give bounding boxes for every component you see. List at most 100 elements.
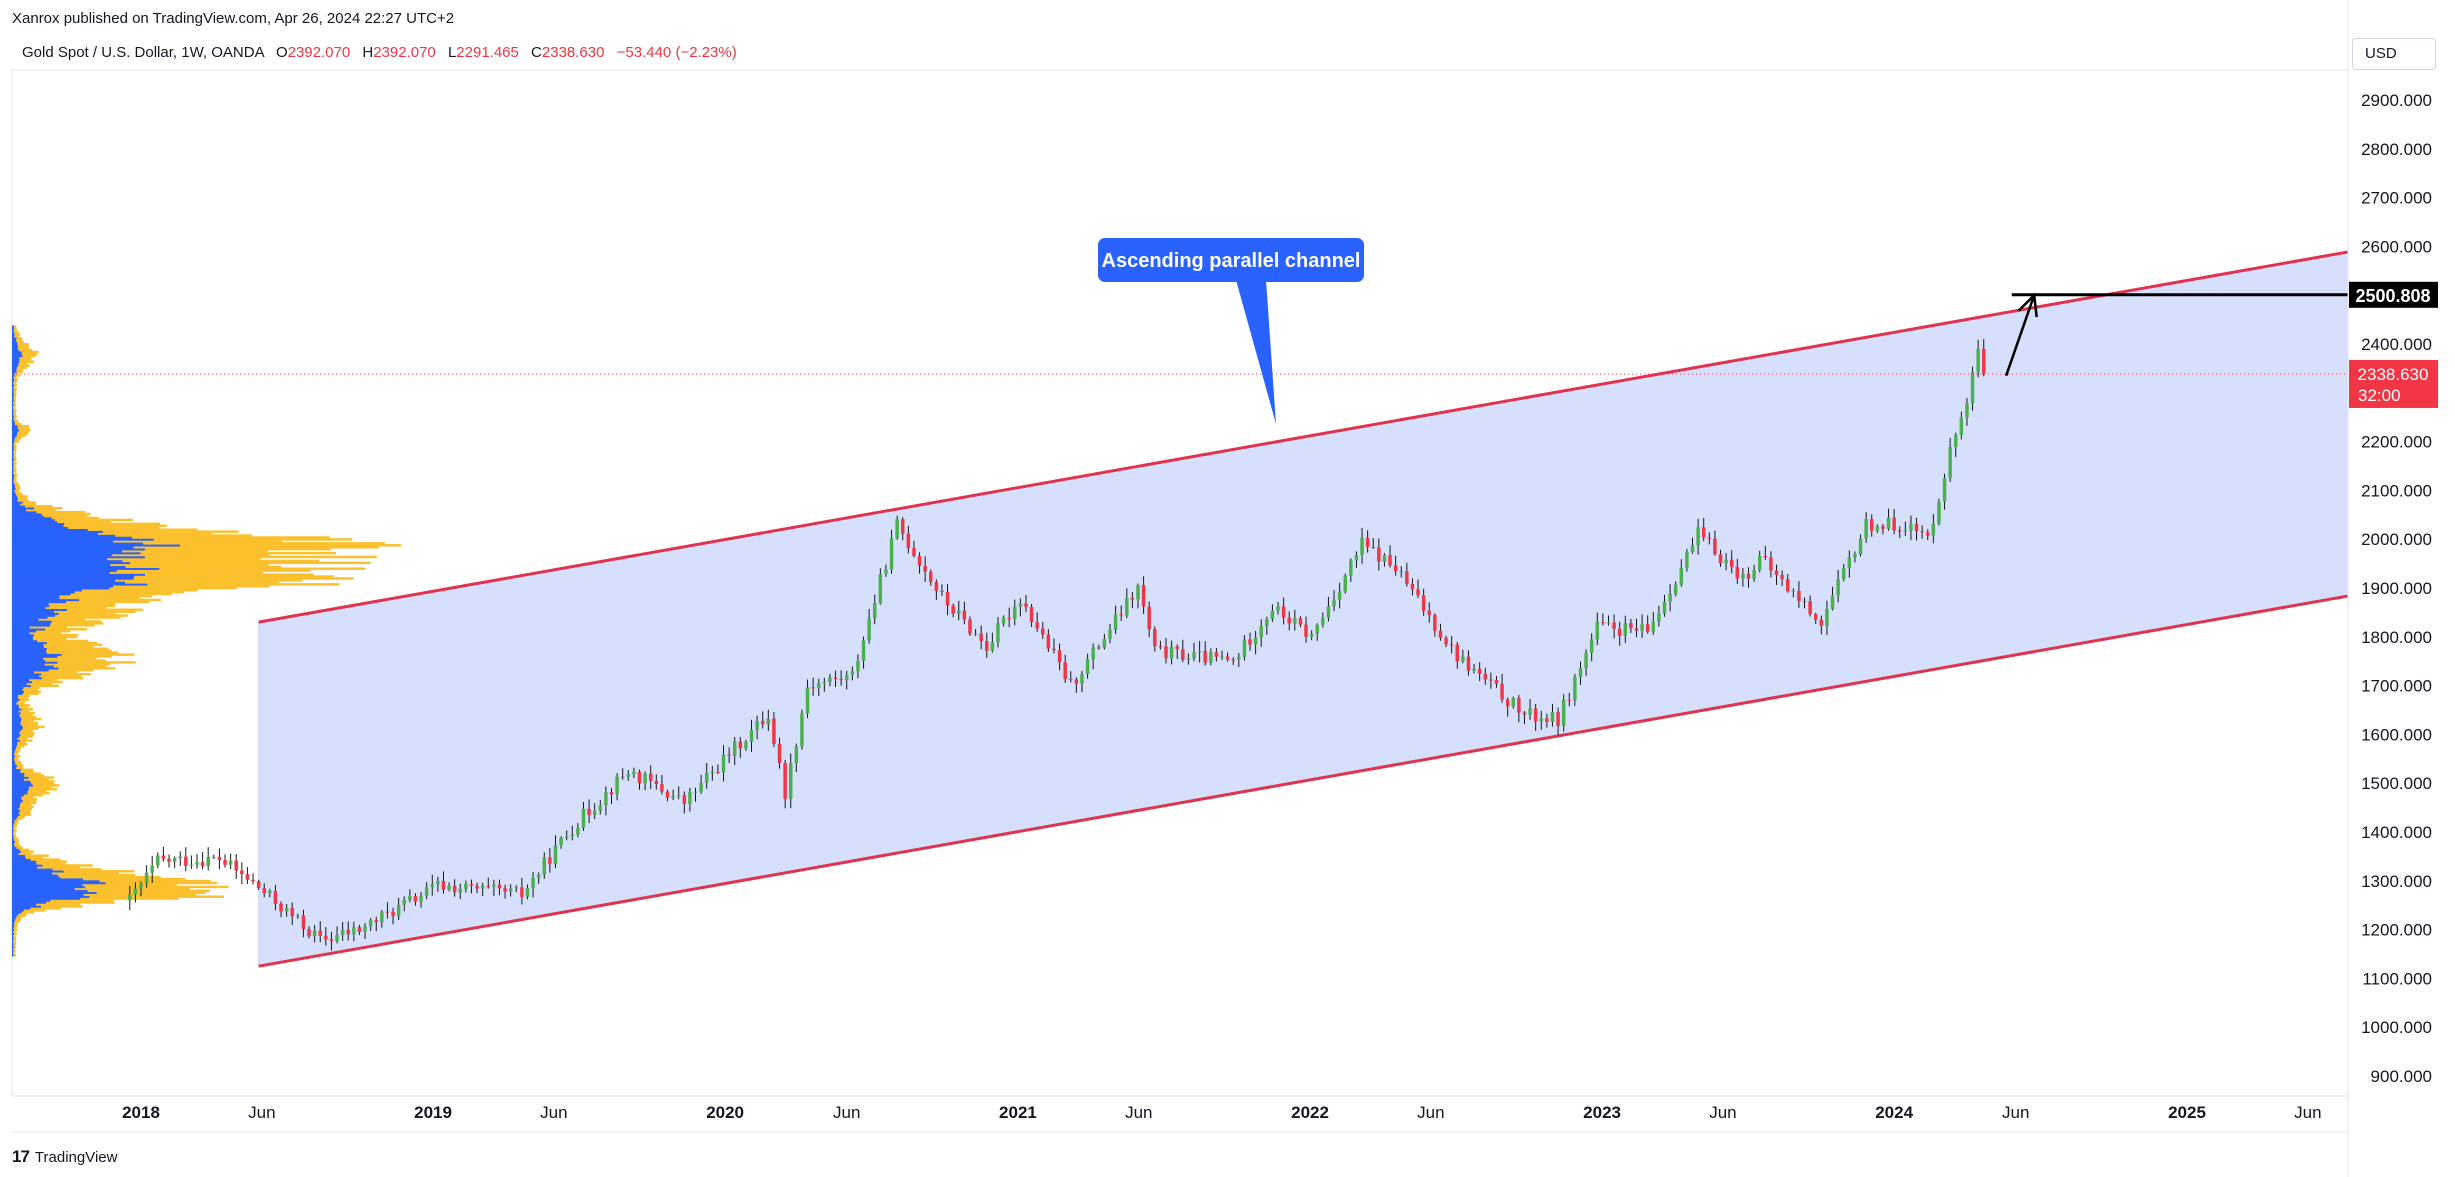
volume-profile-bar-up — [12, 788, 29, 791]
candle-body — [139, 883, 143, 889]
volume-profile-bar-up — [12, 384, 15, 387]
volume-profile-bar-down — [17, 432, 28, 436]
candle-body — [206, 856, 210, 867]
volume-profile-bar-up — [12, 520, 58, 524]
volume-profile-bar-up — [12, 559, 123, 563]
volume-profile-bar-down — [41, 905, 83, 908]
candle-body — [1640, 624, 1644, 631]
volume-profile-bar-up — [12, 913, 19, 916]
candle-body — [1813, 614, 1818, 620]
volume-profile-bar-down — [47, 616, 121, 619]
candle-body — [284, 907, 289, 912]
volume-profile-bar-up — [12, 840, 16, 844]
candle-body — [816, 683, 821, 688]
ohlc-high-value: 2392.070 — [373, 44, 436, 61]
candle-body — [1623, 623, 1628, 636]
candle-body — [889, 538, 894, 570]
volume-profile-bar-down — [18, 348, 33, 352]
volume-profile-bar-up — [12, 764, 18, 768]
volume-profile-bar-down — [13, 834, 17, 838]
volume-profile-bar-up — [12, 790, 28, 793]
time-axis-label: 2022 — [1291, 1103, 1329, 1122]
volume-profile-bar-down — [59, 594, 153, 598]
volume-profile-bar-up — [12, 612, 59, 615]
volume-profile-bar-up — [12, 889, 88, 893]
candle-body — [1024, 603, 1028, 607]
volume-profile-bar-down — [13, 409, 17, 412]
candle-body — [951, 605, 955, 614]
volume-profile-bar-down — [13, 446, 17, 449]
volume-profile-bar-down — [143, 542, 385, 545]
volume-profile-bar-down — [13, 450, 16, 453]
candle-body — [721, 754, 726, 773]
volume-profile-bar-down — [19, 698, 30, 701]
candle-body — [1982, 348, 1986, 374]
candle-body — [368, 920, 373, 927]
candle-body — [1287, 617, 1291, 624]
volume-profile-bar-down — [63, 524, 167, 528]
volume-profile-bar-up — [12, 534, 116, 537]
candle-body — [1617, 628, 1622, 636]
volume-profile-bar-down — [29, 678, 58, 682]
volume-profile-bar-up — [12, 629, 37, 633]
candle-body — [1875, 526, 1880, 531]
volume-profile-bar-down — [14, 920, 19, 924]
volume-profile-bar-up — [12, 678, 30, 682]
volume-profile-bar-down — [21, 723, 39, 727]
candle-body — [1007, 617, 1011, 620]
candle-body — [968, 619, 972, 634]
candle-body — [1522, 712, 1527, 715]
volume-profile-bar-up — [12, 450, 14, 453]
volume-profile-bar-down — [122, 559, 320, 563]
volume-profile-bar-down — [57, 520, 112, 524]
volume-profile-bar-up — [12, 645, 44, 649]
volume-profile-bar-up — [12, 579, 116, 582]
volume-profile-bar-up — [12, 737, 18, 740]
candle-body — [1181, 649, 1185, 660]
volume-profile-bar-up — [12, 838, 15, 842]
volume-profile-bar-down — [17, 499, 29, 502]
candle-body — [1085, 659, 1090, 674]
volume-profile-bar-down — [19, 813, 32, 816]
candle-body — [346, 929, 350, 935]
volume-profile-bar-down — [96, 891, 206, 894]
volume-profile-bar-down — [74, 590, 184, 594]
footer-brand[interactable]: 17 TradingView — [12, 1147, 117, 1167]
volume-profile-bar-down — [24, 774, 45, 777]
volume-profile-bar-down — [113, 540, 283, 543]
volume-profile-bar-up — [12, 553, 113, 557]
volume-profile-bar-down — [29, 631, 61, 635]
last-price-tag — [2349, 359, 2438, 408]
volume-profile-bar-down — [105, 881, 218, 885]
candle-body — [727, 754, 731, 756]
volume-profile-bar-up — [12, 842, 15, 846]
volume-profile-bar-up — [12, 567, 160, 570]
volume-profile-bar-down — [14, 378, 18, 381]
target-price-tag — [2349, 281, 2438, 308]
currency-selector-button[interactable]: USD — [2352, 38, 2436, 70]
volume-profile-bar-up — [12, 723, 22, 727]
candle-body — [508, 888, 513, 892]
volume-profile-bar-up — [12, 791, 28, 795]
candle-body — [1757, 555, 1762, 570]
volume-profile-bar-down — [42, 676, 84, 680]
volume-profile-bar-up — [12, 866, 38, 869]
candle-body — [1069, 679, 1073, 681]
volume-profile-bar-down — [17, 737, 28, 740]
volume-profile-bar-down — [18, 364, 30, 367]
candle-body — [985, 641, 989, 651]
volume-profile-bar-up — [12, 637, 34, 641]
volume-profile-bar-down — [14, 374, 20, 377]
volume-profile-bar-down — [52, 872, 119, 875]
candle-body — [525, 888, 530, 897]
volume-profile-bar-down — [16, 745, 25, 748]
candle-body — [973, 633, 978, 635]
candle-body — [150, 865, 154, 873]
volume-profile-bar-down — [109, 587, 237, 590]
volume-profile-bar-down — [159, 567, 366, 570]
candle-body — [172, 858, 177, 862]
volume-profile-bar-up — [12, 797, 22, 801]
volume-profile-bar-down — [57, 873, 136, 877]
candle-body — [385, 911, 390, 913]
